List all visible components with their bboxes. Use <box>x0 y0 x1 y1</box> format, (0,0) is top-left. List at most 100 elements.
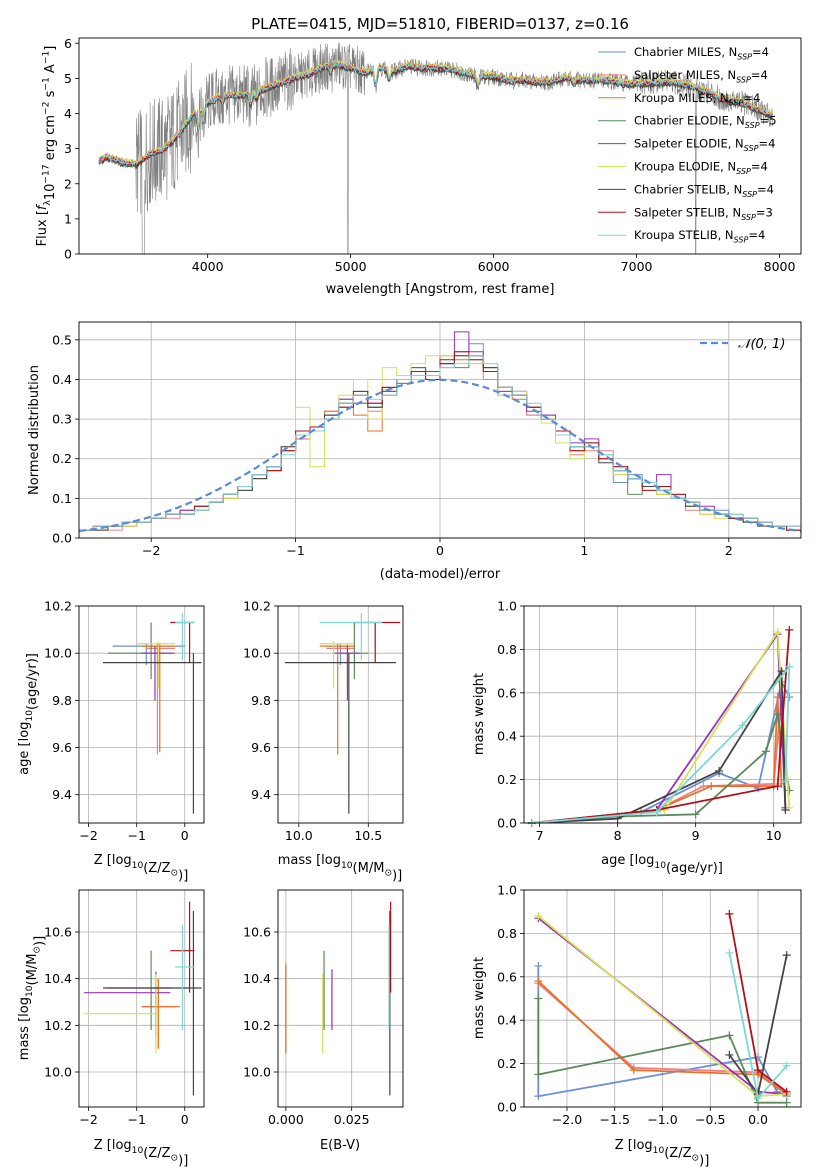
spectrum-title: PLATE=0415, MJD=51810, FIBERID=0137, z=0… <box>251 15 629 33</box>
y-axis-label: Normed distribution <box>27 365 42 495</box>
x-axis-label: E(B-V) <box>320 1138 360 1153</box>
y-tick-label: 1 <box>64 211 72 226</box>
y-tick-label: 10.0 <box>243 1065 271 1080</box>
legend-label: Salpeter ELODIE, NSSP=4 <box>634 137 775 153</box>
weight-marker <box>534 961 543 970</box>
x-tick-label: 0.0 <box>748 1112 768 1127</box>
weight-marker <box>725 1031 734 1040</box>
weight-marker <box>534 1092 543 1101</box>
y-tick-label: 0.6 <box>497 969 517 984</box>
y-axis-label: mass weight <box>472 673 487 755</box>
y-tick-label: 10.0 <box>243 646 271 661</box>
x-axis-label: Z [log10(Z/Z⊙)] <box>94 853 189 884</box>
y-tick-label: 0.5 <box>52 332 72 347</box>
legend-label: Chabrier MILES, NSSP=4 <box>634 45 769 61</box>
weight-marker <box>781 777 790 786</box>
weight-marker <box>754 1094 763 1103</box>
weight-marker <box>534 912 543 921</box>
weight-marker <box>534 994 543 1003</box>
weight-vs-age-frame <box>523 605 802 824</box>
y-axis-label: mass [log10(M/M⊙)] <box>17 936 48 1060</box>
x-tick-label: 0.025 <box>334 1112 370 1127</box>
y-axis-label: age [log10(age/yr)] <box>17 653 40 775</box>
y-tick-label: 10.0 <box>44 1065 72 1080</box>
histogram-step <box>79 355 801 538</box>
y-tick-label: 2 <box>64 176 72 191</box>
x-tick-label: 6000 <box>478 259 510 274</box>
x-tick-label: −1 <box>286 543 304 558</box>
mass-vs-ebv-axes: 0.000 0.025 10.0 10.2 10.4 10.6 <box>243 890 403 1127</box>
x-tick-label: 10.0 <box>285 828 313 843</box>
y-tick-label: 10.2 <box>44 599 72 614</box>
age-vs-mass-frame <box>277 605 404 824</box>
y-tick-label: 9.6 <box>52 740 72 755</box>
spectrum-axes: 4000 5000 6000 7000 8000 0 1 2 3 4 5 6 <box>64 36 795 274</box>
y-tick-label: 0 <box>64 247 72 262</box>
y-tick-label: 0.3 <box>52 412 72 427</box>
weight-marker <box>773 710 782 719</box>
mass-vs-z-axes: −2 −1 0 10.0 10.2 10.4 10.6 <box>44 890 204 1127</box>
x-axis-label: (data-model)/error <box>380 567 501 582</box>
y-tick-label: 0.0 <box>52 531 72 546</box>
y-tick-label: 6 <box>64 36 72 51</box>
weight-marker <box>773 628 782 637</box>
x-tick-label: 10.5 <box>354 828 382 843</box>
y-tick-label: 9.4 <box>251 787 271 802</box>
weight-marker <box>754 1066 763 1075</box>
y-tick-label: 9.8 <box>52 693 72 708</box>
weight-marker <box>785 625 794 634</box>
y-tick-label: 10.2 <box>243 1018 271 1033</box>
weight-marker <box>715 766 724 775</box>
x-tick-label: −1.5 <box>600 1112 630 1127</box>
y-tick-label: 0.2 <box>497 772 517 787</box>
y-tick-label: 10.0 <box>44 646 72 661</box>
residuals-frame <box>78 321 802 539</box>
x-tick-label: −2.0 <box>552 1112 582 1127</box>
weight-vs-z-frame <box>523 889 802 1108</box>
x-tick-label: −2 <box>79 1112 97 1127</box>
x-axis-label: mass [log10(M/M⊙)] <box>278 853 402 884</box>
x-tick-label: −1 <box>127 828 145 843</box>
y-tick-label: 0.4 <box>52 372 72 387</box>
spectrum-frame <box>78 37 802 255</box>
weight-vs-z-axes: −2.0 −1.5 −1.0 −0.5 0.0 0.0 0.2 0.4 0.6 0.8 1.0 <box>497 883 801 1127</box>
weight-marker <box>782 1061 791 1070</box>
weight-marker <box>660 805 669 814</box>
x-tick-label: −2 <box>79 828 97 843</box>
x-axis-label: Z [log10(Z/Z⊙)] <box>615 1138 710 1169</box>
y-tick-label: 10.6 <box>44 925 72 940</box>
weight-marker <box>782 1087 791 1096</box>
x-tick-label: 7000 <box>621 259 653 274</box>
age-vs-z-frame <box>78 605 205 824</box>
y-tick-label: 0.2 <box>497 1056 517 1071</box>
y-tick-label: 10.2 <box>44 1018 72 1033</box>
model-spectrum-line <box>98 61 773 167</box>
y-tick-label: 0.0 <box>497 1100 517 1115</box>
y-tick-label: 0.0 <box>497 816 517 831</box>
x-tick-label: 4000 <box>192 259 224 274</box>
legend-label: Salpeter STELIB, NSSP=3 <box>634 205 773 221</box>
y-tick-label: 10.4 <box>243 971 271 986</box>
x-tick-label: 1 <box>580 543 588 558</box>
weight-marker <box>738 721 747 730</box>
x-axis-label: wavelength [Angstrom, rest frame] <box>326 282 555 297</box>
y-tick-label: 4 <box>64 106 72 121</box>
x-tick-label: 9 <box>692 828 700 843</box>
y-tick-label: 10.4 <box>44 971 72 986</box>
legend-label: Salpeter MILES, NSSP=4 <box>634 68 768 84</box>
y-tick-label: 3 <box>64 141 72 156</box>
x-tick-label: −1.0 <box>647 1112 677 1127</box>
y-tick-label: 0.2 <box>52 451 72 466</box>
weight-marker <box>725 909 734 918</box>
x-tick-label: 2 <box>725 543 733 558</box>
legend-label: Kroupa STELIB, NSSP=4 <box>634 228 765 244</box>
weight-marker <box>691 810 700 819</box>
y-axis-label: mass weight <box>472 957 487 1039</box>
mass-vs-z-frame <box>78 889 205 1108</box>
y-tick-label: 1.0 <box>497 883 517 898</box>
weight-marker <box>785 662 794 671</box>
y-tick-label: 5 <box>64 71 72 86</box>
weight-marker <box>629 1066 638 1075</box>
weight-marker <box>725 1050 734 1059</box>
weight-marker <box>773 782 782 791</box>
